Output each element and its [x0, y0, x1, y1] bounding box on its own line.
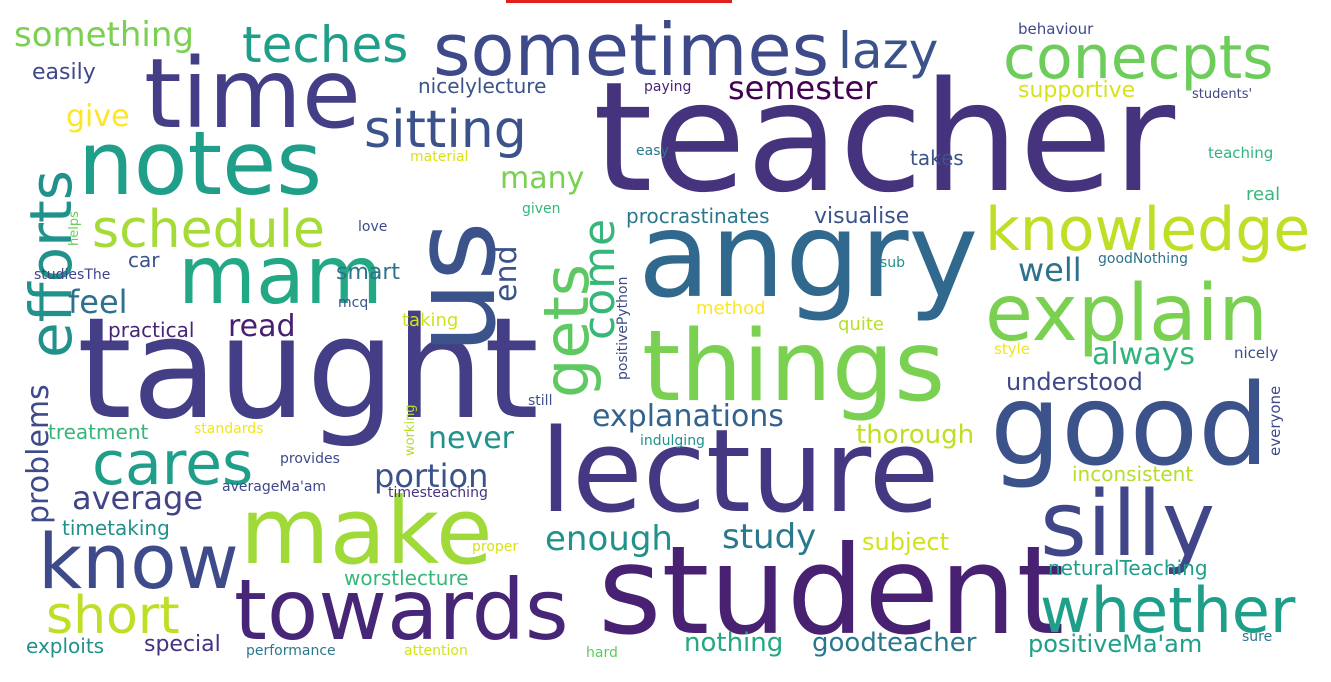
word-everyone: everyone — [1268, 386, 1283, 456]
word-always: always — [1092, 340, 1195, 370]
word-efforts: efforts — [22, 170, 80, 358]
word-read: read — [228, 312, 296, 342]
word-well: well — [1018, 254, 1082, 286]
word-given: given — [522, 202, 561, 216]
word-exploits: exploits — [26, 636, 104, 656]
word-thorough: thorough — [856, 422, 974, 448]
word-feel: feel — [68, 286, 128, 318]
word-teches: teches — [242, 20, 408, 70]
word-schedule: schedule — [92, 204, 325, 256]
word-subject: subject — [862, 530, 949, 554]
word-nothing: nothing — [684, 630, 783, 656]
word-averagemaam: averageMa'am — [222, 480, 326, 494]
word-timetaking: timetaking — [62, 518, 170, 538]
word-semester: semester — [728, 72, 877, 104]
word-helps: helps — [68, 211, 81, 246]
word-material: material — [410, 150, 468, 164]
word-behaviour: behaviour — [1018, 22, 1093, 37]
word-neturalteaching: neturalTeaching — [1048, 558, 1208, 578]
word-goodnothing: goodNothing — [1098, 252, 1188, 266]
word-many: many — [500, 164, 584, 194]
word-takes: takes — [910, 148, 964, 168]
word-mcq: mcq — [338, 296, 368, 310]
word-provides: provides — [280, 452, 340, 466]
word-smart: smart — [336, 262, 400, 284]
word-never: never — [428, 424, 514, 454]
word-timesteaching: timesteaching — [388, 486, 488, 500]
word-something: something — [14, 18, 194, 52]
word-students: students' — [1192, 88, 1252, 101]
word-sub: sub — [880, 256, 905, 270]
word-positivepython: positivePython — [616, 277, 630, 380]
word-real: real — [1246, 186, 1280, 204]
word-easy: easy — [636, 144, 669, 158]
word-standards: standards — [194, 422, 263, 436]
word-attention: attention — [404, 644, 468, 658]
word-quite: quite — [838, 316, 884, 334]
word-problems: problems — [24, 384, 54, 524]
word-special: special — [144, 634, 221, 656]
word-still: still — [528, 394, 552, 408]
word-easily: easily — [32, 62, 96, 84]
word-style: style — [994, 342, 1030, 357]
word-indulging: indulging — [640, 434, 705, 448]
word-end: end — [492, 245, 522, 302]
word-give: give — [66, 102, 130, 132]
word-hard: hard — [586, 646, 618, 660]
word-paying: paying — [644, 80, 691, 94]
word-proper: proper — [472, 540, 518, 554]
word-treatment: treatment — [48, 422, 148, 442]
word-explanations: explanations — [592, 402, 784, 432]
word-procrastinates: procrastinates — [626, 206, 770, 226]
word-car: car — [128, 250, 159, 270]
word-supportive: supportive — [1018, 80, 1135, 102]
word-positivemaam: positiveMa'am — [1028, 632, 1202, 656]
word-practical: practical — [108, 320, 194, 340]
word-sure: sure — [1242, 630, 1272, 644]
word-visualise: visualise — [814, 206, 909, 228]
word-goodteacher: goodteacher — [812, 630, 976, 656]
word-enough: enough — [545, 522, 673, 556]
word-inconsistent: inconsistent — [1072, 464, 1193, 484]
word-performance: performance — [246, 644, 336, 658]
word-teaching: teaching — [1208, 146, 1273, 161]
word-love: love — [358, 220, 387, 234]
word-worstlecture: worstlecture — [344, 568, 469, 588]
word-taking: taking — [402, 312, 458, 330]
word-study: study — [722, 520, 816, 554]
word-method: method — [696, 300, 766, 318]
top-red-bar — [506, 0, 732, 3]
word-nicelylecture: nicelylecture — [418, 76, 546, 96]
word-working: working — [404, 404, 417, 456]
word-understood: understood — [1006, 370, 1143, 394]
word-studiesthe: studiesThe — [34, 268, 110, 282]
word-average: average — [72, 482, 203, 514]
word-nicely: nicely — [1234, 346, 1278, 361]
